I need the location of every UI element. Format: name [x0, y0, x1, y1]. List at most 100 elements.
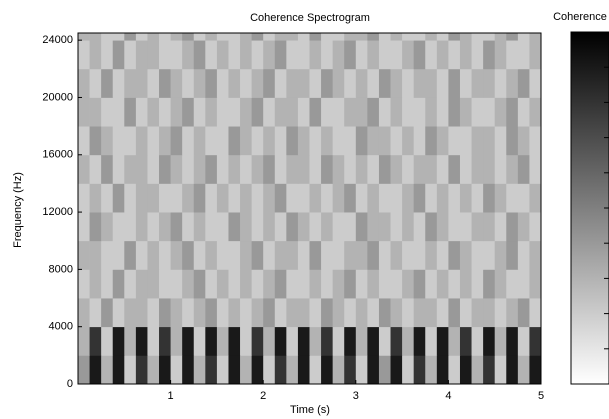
heatmap-cell	[529, 212, 542, 242]
heatmap-cell	[483, 40, 496, 70]
heatmap-cell	[517, 154, 530, 184]
heatmap-cell	[471, 183, 484, 213]
heatmap-cell	[124, 326, 137, 356]
heatmap-cell	[529, 326, 542, 356]
heatmap-cell	[182, 68, 195, 98]
heatmap-cell	[436, 298, 449, 328]
heatmap-cell	[309, 212, 322, 242]
heatmap-cell	[529, 269, 542, 299]
heatmap-cell	[240, 154, 253, 184]
heatmap-cell	[494, 97, 507, 127]
heatmap-cell	[471, 269, 484, 299]
heatmap-cell	[147, 212, 160, 242]
heatmap-cell	[112, 126, 125, 156]
heatmap-cell	[413, 269, 426, 299]
heatmap-cell	[112, 240, 125, 270]
heatmap-cell	[402, 154, 415, 184]
heatmap-cell	[390, 68, 403, 98]
heatmap-cell	[321, 183, 334, 213]
x-axis-label: Time (s)	[290, 404, 330, 416]
heatmap-cell	[436, 126, 449, 156]
heatmap-cell	[89, 126, 102, 156]
heatmap-cell	[240, 97, 253, 127]
heatmap-cell	[251, 68, 264, 98]
heatmap-cell	[124, 68, 137, 98]
heatmap-cell	[193, 154, 206, 184]
heatmap-cell	[124, 212, 137, 242]
heatmap-cell	[286, 212, 299, 242]
heatmap-cell	[205, 40, 218, 70]
heatmap-cell	[332, 269, 345, 299]
heatmap-cell	[89, 269, 102, 299]
heatmap-cell	[286, 326, 299, 356]
y-tick-label: 16000	[42, 149, 73, 161]
heatmap-cell	[170, 154, 183, 184]
heatmap-cell	[170, 40, 183, 70]
heatmap-cell	[402, 183, 415, 213]
heatmap-cell	[159, 68, 171, 98]
heatmap-cell	[297, 240, 310, 270]
heatmap-cell	[216, 68, 229, 98]
heatmap-cell	[216, 33, 229, 41]
heatmap-cell	[251, 298, 264, 328]
heatmap-cell	[425, 183, 438, 213]
heatmap-cell	[205, 326, 218, 356]
heatmap-cell	[448, 269, 461, 299]
heatmap-cell	[332, 355, 345, 385]
heatmap-cell	[135, 355, 148, 385]
heatmap-cell	[216, 240, 229, 270]
heatmap-cell	[240, 212, 253, 242]
heatmap-cell	[471, 97, 484, 127]
heatmap-cell	[402, 126, 415, 156]
heatmap-cell	[344, 183, 357, 213]
heatmap-cell	[286, 298, 299, 328]
y-tick-label: 12000	[42, 206, 73, 218]
heatmap-cell	[274, 298, 287, 328]
heatmap-cell	[448, 33, 461, 41]
heatmap-cell	[402, 240, 415, 270]
heatmap-cell	[413, 183, 426, 213]
heatmap-cell	[135, 326, 148, 356]
heatmap-cell	[483, 326, 496, 356]
heatmap-cell	[251, 33, 264, 41]
heatmap-cell	[228, 298, 241, 328]
heatmap-cell	[332, 326, 345, 356]
heatmap-cell	[483, 298, 496, 328]
heatmap-cell	[344, 355, 357, 385]
heatmap-cell	[459, 355, 472, 385]
heatmap-cell	[378, 126, 391, 156]
heatmap-cell	[159, 40, 171, 70]
heatmap-cell	[436, 326, 449, 356]
heatmap-cell	[459, 154, 472, 184]
heatmap-cell	[459, 33, 472, 41]
heatmap-cell	[216, 326, 229, 356]
heatmap-cell	[297, 355, 310, 385]
heatmap-cell	[182, 97, 195, 127]
heatmap-cell	[182, 240, 195, 270]
heatmap-cell	[159, 33, 171, 41]
heatmap-cell	[182, 212, 195, 242]
heatmap-cell	[309, 40, 322, 70]
heatmap-cell	[112, 68, 125, 98]
heatmap-cell	[240, 68, 253, 98]
heatmap-cell	[170, 240, 183, 270]
heatmap-cell	[159, 269, 171, 299]
heatmap-cell	[135, 154, 148, 184]
heatmap-cell	[89, 154, 102, 184]
heatmap-cell	[355, 40, 368, 70]
heatmap-cell	[378, 40, 391, 70]
heatmap-cell	[112, 326, 125, 356]
heatmap-cell	[332, 40, 345, 70]
heatmap-cell	[378, 240, 391, 270]
heatmap-cell	[367, 269, 380, 299]
heatmap-cell	[483, 269, 496, 299]
heatmap-cell	[483, 154, 496, 184]
heatmap-cell	[182, 269, 195, 299]
heatmap-cell	[193, 183, 206, 213]
heatmap-cell	[193, 68, 206, 98]
heatmap-cell	[367, 68, 380, 98]
heatmap-cell	[390, 40, 403, 70]
heatmap-cell	[274, 240, 287, 270]
heatmap-cell	[193, 40, 206, 70]
heatmap-cell	[355, 240, 368, 270]
